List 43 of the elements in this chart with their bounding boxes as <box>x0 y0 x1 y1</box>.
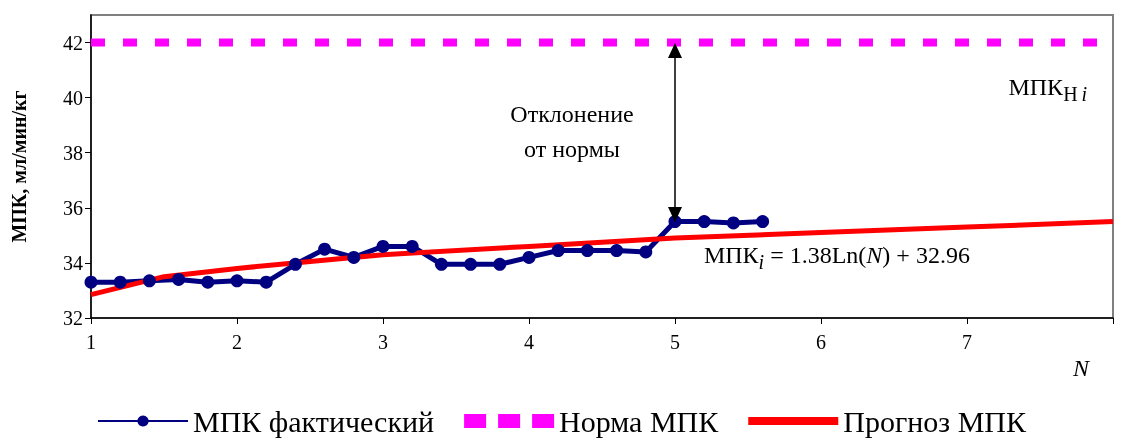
y-tick-label: 32 <box>63 307 83 329</box>
point <box>201 275 215 289</box>
x-tick-label: 2 <box>232 331 242 353</box>
point <box>639 245 653 259</box>
x-tick-label: 4 <box>524 331 534 353</box>
x-axis-title: N <box>1072 355 1091 381</box>
point <box>230 274 244 288</box>
annotation: Отклонение от нормы <box>509 100 635 164</box>
point <box>434 257 448 271</box>
legend-label: Прогноз МПК <box>843 404 1027 438</box>
point <box>726 216 740 230</box>
point <box>376 239 390 253</box>
y-axis-title: МПК, мл/мин/кг <box>8 90 30 243</box>
x-tick-label: 6 <box>816 331 826 353</box>
x-tick-label: 7 <box>962 331 972 353</box>
y-tick-label: 36 <box>63 196 83 219</box>
point <box>259 275 273 289</box>
point <box>142 274 156 288</box>
point <box>756 215 770 229</box>
annotation: МПК$_{i}$ = 1.38Ln(N) + 32.96 <box>703 240 970 275</box>
legend-label: Норма МПК <box>559 404 720 438</box>
point <box>113 275 127 289</box>
point <box>288 257 302 271</box>
point <box>493 257 507 271</box>
point <box>580 244 594 258</box>
legend-label: МПК фактический <box>193 404 435 438</box>
x-tick-label: 3 <box>378 331 388 353</box>
point <box>551 244 565 258</box>
point <box>318 242 332 256</box>
x-tick-label: 5 <box>670 331 680 353</box>
point <box>697 215 711 229</box>
point <box>84 275 98 289</box>
point <box>347 250 361 264</box>
y-tick-label: 38 <box>63 141 83 164</box>
x-tick-label: 1 <box>86 331 96 353</box>
y-tick-label: 34 <box>63 251 83 274</box>
point <box>522 250 536 264</box>
y-tick-label: 42 <box>63 31 83 54</box>
point <box>464 257 478 271</box>
point <box>172 272 186 286</box>
y-tick-label: 40 <box>63 86 83 109</box>
point <box>610 244 624 258</box>
point <box>405 239 419 253</box>
